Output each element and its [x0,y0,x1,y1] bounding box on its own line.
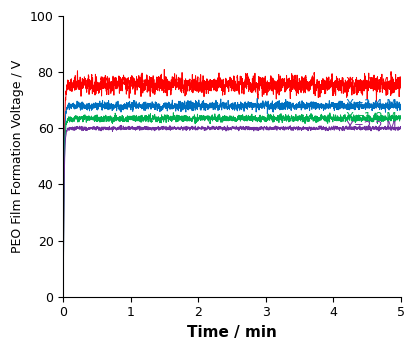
Text: X=1.8 M: X=1.8 M [346,111,396,124]
X-axis label: Time / min: Time / min [187,325,277,340]
Text: X= 1 M: X= 1 M [346,75,389,88]
Y-axis label: PEO Film Formation Voltage / V: PEO Film Formation Voltage / V [11,60,24,253]
Text: X=1.4 M: X=1.4 M [346,98,396,111]
Text: X=2.2 M: X=2.2 M [346,120,396,133]
